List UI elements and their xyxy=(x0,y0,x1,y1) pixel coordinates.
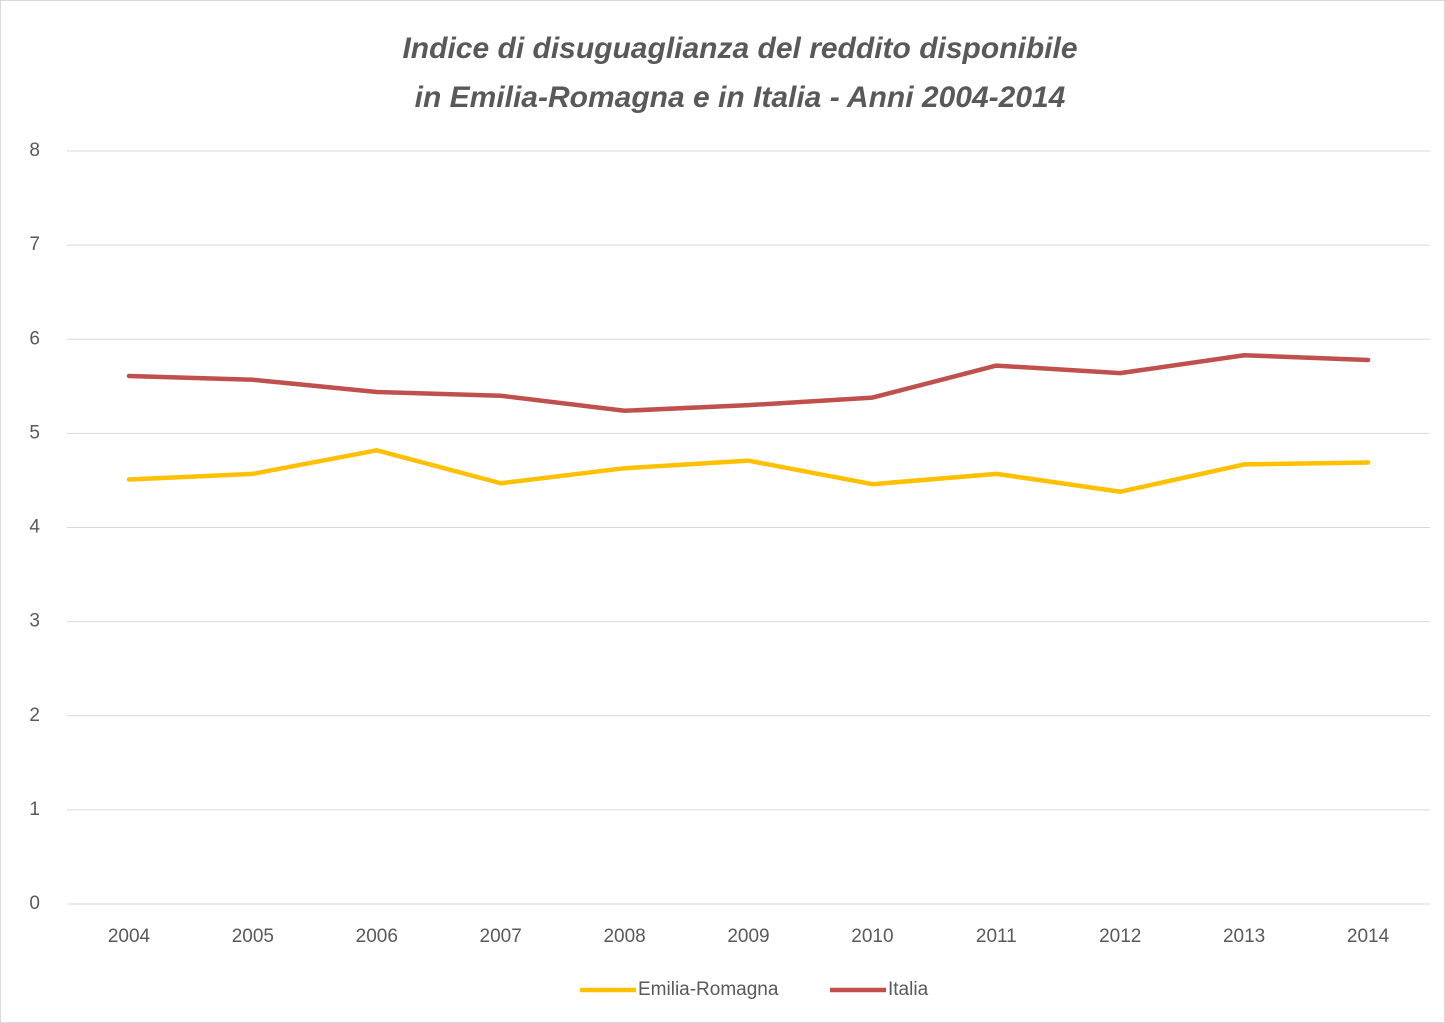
y-tick-label: 3 xyxy=(29,611,40,632)
x-tick-label: 2012 xyxy=(1099,926,1141,947)
x-tick-label: 2004 xyxy=(108,926,151,947)
x-tick-label: 2007 xyxy=(480,926,522,947)
y-tick-label: 2 xyxy=(29,705,40,726)
x-tick-label: 2006 xyxy=(356,926,398,947)
y-tick-label: 0 xyxy=(29,893,40,914)
x-tick-label: 2013 xyxy=(1223,926,1265,947)
x-tick-label: 2009 xyxy=(727,926,769,947)
x-tick-label: 2008 xyxy=(603,926,645,947)
y-tick-label: 5 xyxy=(29,422,40,443)
x-tick-label: 2010 xyxy=(851,926,893,947)
x-tick-label: 2014 xyxy=(1347,926,1390,947)
y-tick-label: 4 xyxy=(29,517,40,538)
chart-title: in Emilia-Romagna e in Italia - Anni 200… xyxy=(415,81,1066,114)
y-tick-label: 6 xyxy=(29,328,40,349)
y-tick-label: 8 xyxy=(29,140,40,161)
line-series xyxy=(126,353,1371,414)
legend-label: Emilia-Romagna xyxy=(638,979,779,1000)
y-tick-label: 1 xyxy=(29,799,40,820)
y-tick-label: 7 xyxy=(29,234,40,255)
x-tick-label: 2011 xyxy=(976,926,1017,947)
legend-label: Italia xyxy=(888,979,929,1000)
chart-title: Indice di disuguaglianza del reddito dis… xyxy=(402,32,1077,65)
x-tick-label: 2005 xyxy=(232,926,274,947)
line-series xyxy=(126,448,1371,494)
